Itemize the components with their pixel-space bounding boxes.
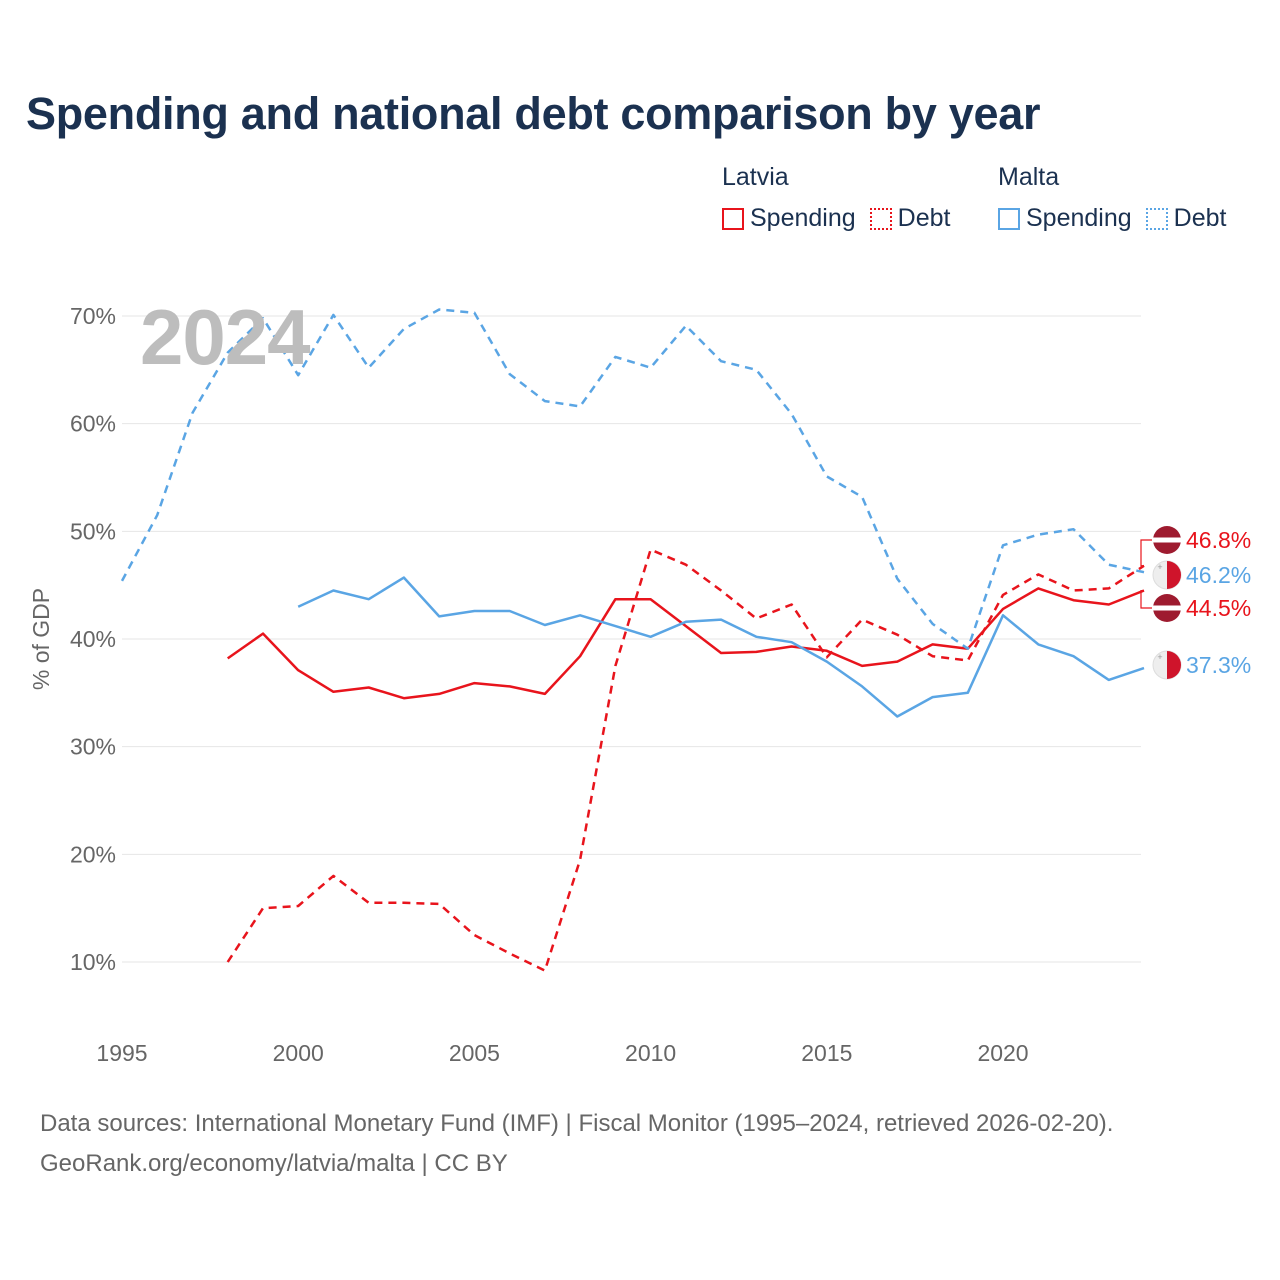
legend-latvia: Latvia Spending Debt — [722, 160, 964, 233]
legend-swatch-dotted — [1145, 207, 1168, 230]
latvia-flag-stripe — [1153, 605, 1181, 611]
label-connector — [1140, 589, 1152, 609]
y-tick-label: 30% — [70, 734, 116, 760]
x-tick-label: 2020 — [977, 1040, 1028, 1066]
end-value-label: 44.5% — [1186, 595, 1251, 621]
y-tick-label: 10% — [70, 949, 116, 975]
end-value-label: 37.3% — [1186, 652, 1251, 678]
legend-item-malta-spending[interactable]: Spending — [998, 204, 1132, 233]
legend-label: Spending — [750, 204, 856, 232]
series-line-malta-spending — [297, 576, 1145, 718]
y-axis-title: % of GDP — [28, 588, 54, 690]
label-connector — [1140, 539, 1152, 567]
end-value-label: 46.2% — [1186, 562, 1251, 588]
series-line-malta-debt — [120, 308, 1145, 650]
series-line-latvia-debt — [226, 548, 1145, 972]
malta-flag-cross: + — [1157, 562, 1162, 572]
legend-item-malta-debt[interactable]: Debt — [1145, 204, 1227, 233]
x-tick-label: 1995 — [96, 1040, 147, 1066]
y-tick-label: 50% — [70, 518, 116, 544]
legend-item-latvia-spending[interactable]: Spending — [722, 204, 856, 233]
latvia-flag-stripe — [1153, 537, 1181, 543]
chart-title: Spending and national debt comparison by… — [26, 88, 1041, 139]
legend-malta: Malta Spending Debt — [998, 160, 1240, 233]
y-tick-label: 40% — [70, 626, 116, 652]
legend-country-malta: Malta — [998, 163, 1060, 191]
legend-swatch-solid — [998, 207, 1020, 230]
legend-label: Spending — [1026, 204, 1132, 232]
x-tick-label: 2015 — [801, 1040, 852, 1066]
legend-label: Debt — [897, 204, 951, 232]
legend-country-latvia: Latvia — [722, 163, 789, 191]
y-tick-label: 70% — [70, 303, 116, 329]
x-tick-label: 2000 — [273, 1040, 324, 1066]
y-tick-label: 20% — [70, 841, 116, 867]
legend-swatch-dotted — [869, 207, 892, 230]
footer: Data sources: International Monetary Fun… — [40, 1104, 1113, 1184]
malta-flag-cross: + — [1157, 652, 1162, 662]
footer-sources: Data sources: International Monetary Fun… — [40, 1110, 1114, 1137]
footer-credit: GeoRank.org/economy/latvia/malta | CC BY — [40, 1150, 508, 1177]
malta-flag-red-half — [1167, 651, 1181, 679]
y-tick-label: 60% — [70, 411, 116, 437]
series-line-latvia-spending — [226, 587, 1145, 700]
x-tick-label: 2005 — [449, 1040, 500, 1066]
end-value-label: 46.8% — [1186, 527, 1251, 553]
legend-item-latvia-debt[interactable]: Debt — [869, 204, 951, 233]
x-tick-label: 2010 — [625, 1040, 676, 1066]
year-watermark: 2024 — [140, 293, 311, 381]
legend-swatch-solid — [722, 207, 744, 230]
malta-flag-red-half — [1167, 561, 1181, 589]
legend-label: Debt — [1173, 204, 1227, 232]
